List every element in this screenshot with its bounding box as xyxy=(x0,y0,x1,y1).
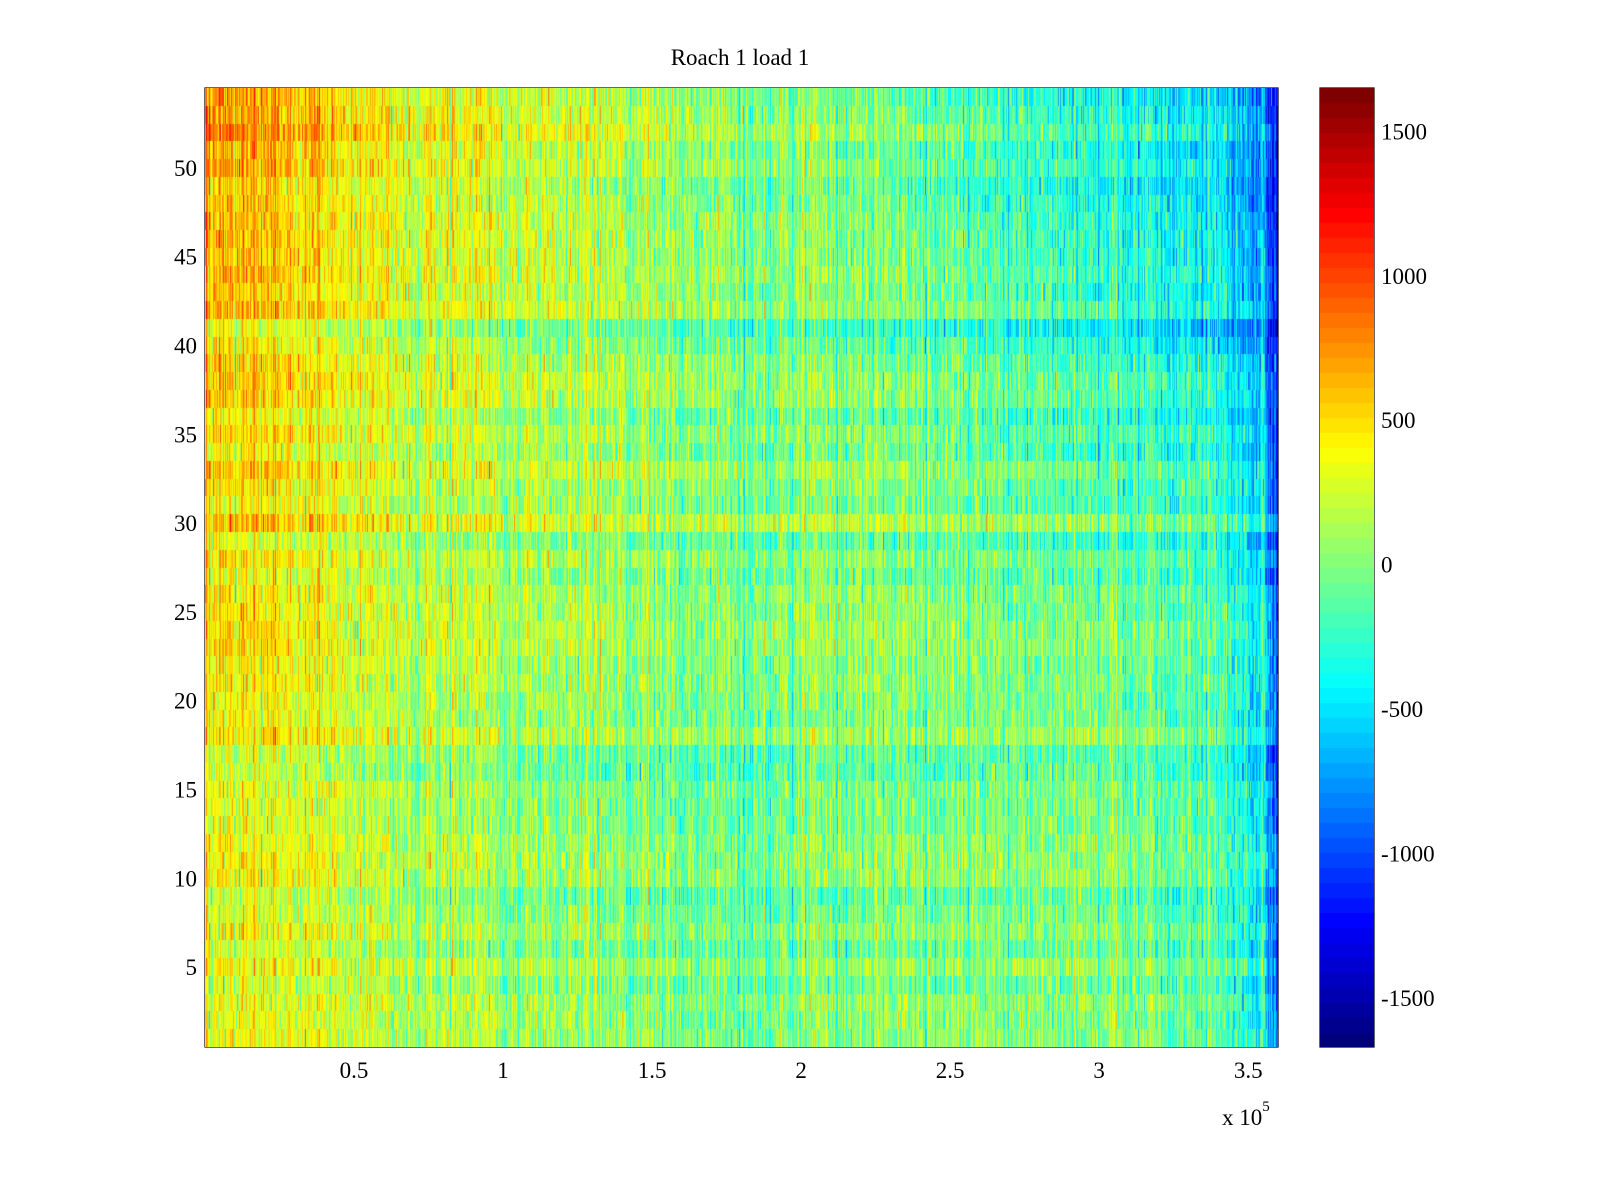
colorbar-tick-label: 1500 xyxy=(1381,119,1427,144)
colorbar-tick-label: -1500 xyxy=(1381,986,1435,1011)
x-tick-label: 2.5 xyxy=(936,1058,965,1083)
colorbar-tick-label: -500 xyxy=(1381,697,1423,722)
colorbar-tick-label: 1000 xyxy=(1381,264,1427,289)
y-tick-label: 50 xyxy=(174,156,197,181)
x-tick-label: 2 xyxy=(795,1058,807,1083)
x-tick-label: 1.5 xyxy=(638,1058,667,1083)
x-tick-label: 0.5 xyxy=(340,1058,369,1083)
y-tick-label: 25 xyxy=(174,600,197,625)
chart-title: Roach 1 load 1 xyxy=(671,45,810,70)
y-tick-label: 20 xyxy=(174,689,197,714)
colorbar xyxy=(1320,88,1374,1047)
y-tick-label: 15 xyxy=(174,777,197,802)
x-tick-label: 1 xyxy=(497,1058,509,1083)
y-tick-label: 45 xyxy=(174,245,197,270)
x-tick-label: 3.5 xyxy=(1234,1058,1263,1083)
x-multiplier-label: x 105 xyxy=(1222,1099,1270,1130)
y-tick-label: 5 xyxy=(186,955,198,980)
colorbar-tick-label: -1000 xyxy=(1381,841,1435,866)
heatmap-image xyxy=(205,88,1278,1047)
y-tick-label: 30 xyxy=(174,511,197,536)
colorbar-tick-label: 500 xyxy=(1381,408,1416,433)
y-tick-label: 40 xyxy=(174,334,197,359)
x-tick-label: 3 xyxy=(1093,1058,1105,1083)
colorbar-tick-label: 0 xyxy=(1381,553,1393,578)
y-tick-label: 35 xyxy=(174,422,197,447)
x-multiplier-exponent: 5 xyxy=(1262,1099,1270,1115)
y-tick-label: 10 xyxy=(174,866,197,891)
